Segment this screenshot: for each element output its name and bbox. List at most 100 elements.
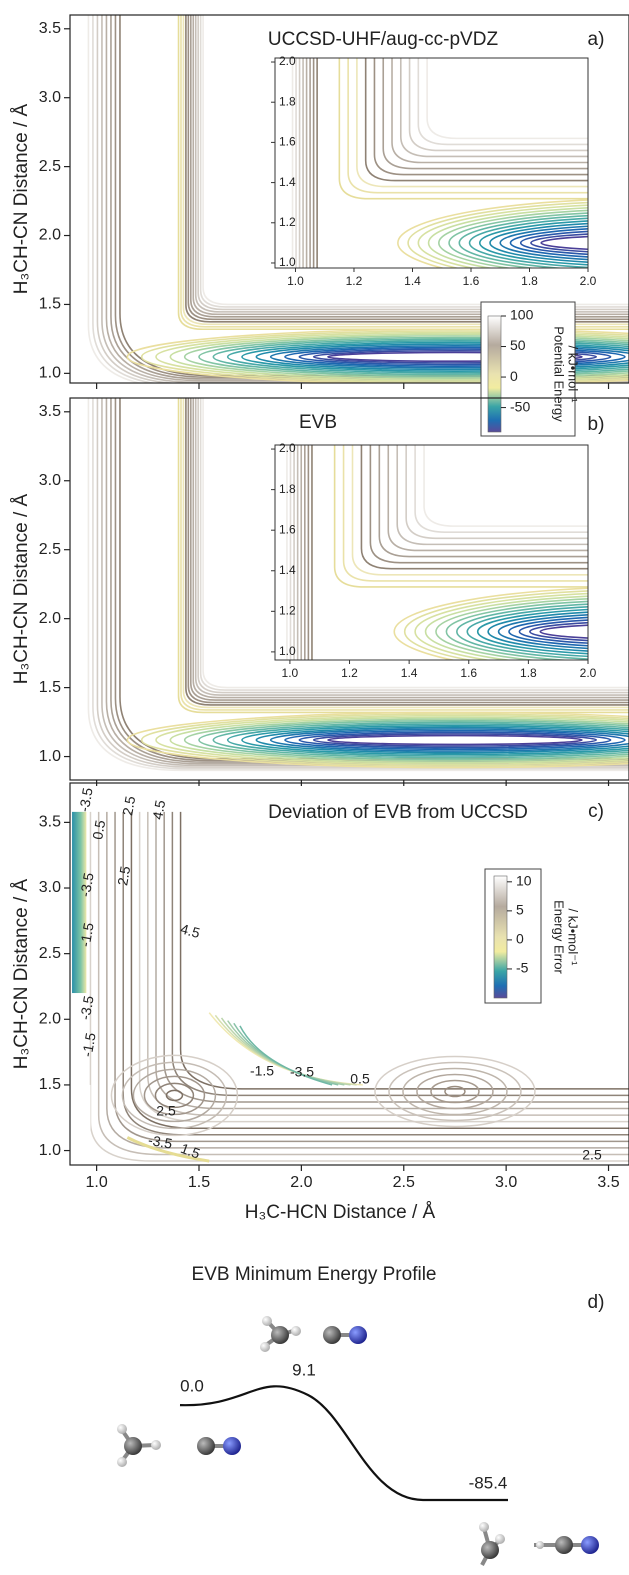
colorbar	[487, 315, 502, 433]
y-axis-label: H₃CH-CN Distance / Å	[11, 103, 32, 294]
contour-line	[154, 1082, 195, 1109]
inset-y-tick-label: 1.6	[279, 522, 296, 536]
atom	[124, 1437, 142, 1455]
contour-line	[369, 445, 588, 564]
contour-line	[190, 398, 629, 701]
contour-line	[226, 340, 629, 374]
contour-label: 1.5	[179, 1140, 203, 1162]
contour-label: 2.5	[119, 795, 138, 817]
deviation-region	[72, 811, 87, 994]
colorbar-label: / kJ•mol⁻¹	[566, 346, 581, 404]
x-tick-label: 2.0	[290, 1174, 312, 1191]
contour-line	[177, 398, 629, 714]
contour-line	[417, 58, 588, 146]
inset-y-tick-label: 1.4	[279, 563, 296, 577]
contour-line	[408, 58, 588, 152]
inset-y-tick-label: 1.0	[279, 644, 296, 658]
contour-line	[378, 445, 588, 558]
inset-x-tick-label: 1.2	[346, 274, 363, 288]
contour-line	[169, 716, 629, 764]
contour-line	[105, 15, 629, 382]
atom	[479, 1522, 489, 1532]
contour-line	[388, 1061, 522, 1122]
contour-line	[312, 349, 598, 364]
contour-line	[177, 15, 629, 331]
contour-line	[407, 201, 588, 268]
contour-line	[89, 811, 629, 1162]
y-axis-label: H₃CH-CN Distance / Å	[11, 878, 32, 1069]
contour-label: 0.5	[89, 819, 108, 841]
contour-line	[424, 595, 588, 660]
y-tick-label: 3.5	[39, 403, 61, 420]
atom	[271, 1326, 289, 1344]
contour-line	[417, 204, 588, 268]
atom	[197, 1437, 215, 1455]
atom	[117, 1424, 127, 1434]
contour-line	[140, 713, 629, 767]
contour-line	[445, 600, 588, 660]
inset-x-tick-label: 1.0	[282, 666, 299, 680]
contour-line	[382, 58, 588, 170]
contour-line	[403, 590, 588, 660]
y-tick-label: 2.0	[39, 610, 61, 627]
panel-label: d)	[588, 1292, 605, 1313]
inset-y-tick-label: 1.2	[279, 215, 296, 229]
contour-line	[121, 1061, 228, 1130]
y-tick-label: 2.5	[39, 158, 61, 175]
contour-line	[448, 212, 588, 268]
y-tick-label: 1.5	[39, 679, 61, 696]
contour-line	[397, 199, 588, 268]
contour-line	[197, 398, 629, 694]
contour-label: 0.5	[350, 1071, 370, 1087]
panel-label: c)	[588, 801, 604, 822]
inset-x-tick-label: 1.4	[401, 666, 418, 680]
contour-line	[414, 592, 588, 660]
contour-line	[391, 58, 588, 164]
value-label: -85.4	[469, 1473, 508, 1492]
colorbar-label: Potential Energy	[552, 326, 567, 422]
atom	[291, 1326, 301, 1336]
contour-line	[202, 398, 629, 689]
y-tick-label: 1.0	[39, 365, 61, 382]
plot-area	[286, 445, 588, 660]
contour-label: -1.5	[77, 921, 97, 948]
contour-line	[269, 344, 629, 369]
contour-line	[171, 811, 629, 1097]
y-tick-label: 3.5	[39, 814, 61, 831]
contour-line	[114, 15, 629, 379]
contour-line	[182, 15, 629, 326]
contour-line	[92, 398, 629, 770]
contour-line	[92, 15, 158, 383]
y-tick-label: 1.0	[39, 1142, 61, 1159]
contour-line	[110, 1054, 239, 1137]
contour-line	[255, 343, 629, 371]
contour-line	[96, 15, 189, 383]
contour-line	[360, 445, 588, 570]
plot-frame	[69, 14, 629, 384]
y-tick-label: 2.0	[39, 1011, 61, 1028]
contour-line	[185, 15, 629, 323]
x-tick-label: 3.0	[495, 1174, 517, 1191]
contour-line	[396, 445, 588, 546]
colorbar-tick-label: -50	[510, 398, 530, 414]
contour-line	[106, 811, 629, 1149]
plot-area	[70, 811, 629, 1165]
contour-line	[402, 1067, 508, 1116]
contour-line	[338, 58, 588, 200]
value-label: 9.1	[292, 1360, 316, 1379]
contour-line	[179, 811, 629, 1090]
inset-x-tick-label: 1.2	[341, 666, 358, 680]
contour-line	[199, 15, 629, 308]
contour-line	[187, 398, 629, 704]
plot-area	[291, 58, 588, 268]
y-tick-label: 3.5	[39, 20, 61, 37]
inset-x-tick-label: 1.8	[520, 666, 537, 680]
contour-line	[126, 1136, 210, 1163]
contour-line	[197, 15, 629, 311]
plot-frame	[69, 782, 629, 1166]
contour-line	[192, 398, 629, 699]
contour-line	[508, 616, 588, 647]
contour-line	[519, 230, 588, 256]
contour-line	[87, 398, 629, 772]
y-tick-label: 3.0	[39, 89, 61, 106]
